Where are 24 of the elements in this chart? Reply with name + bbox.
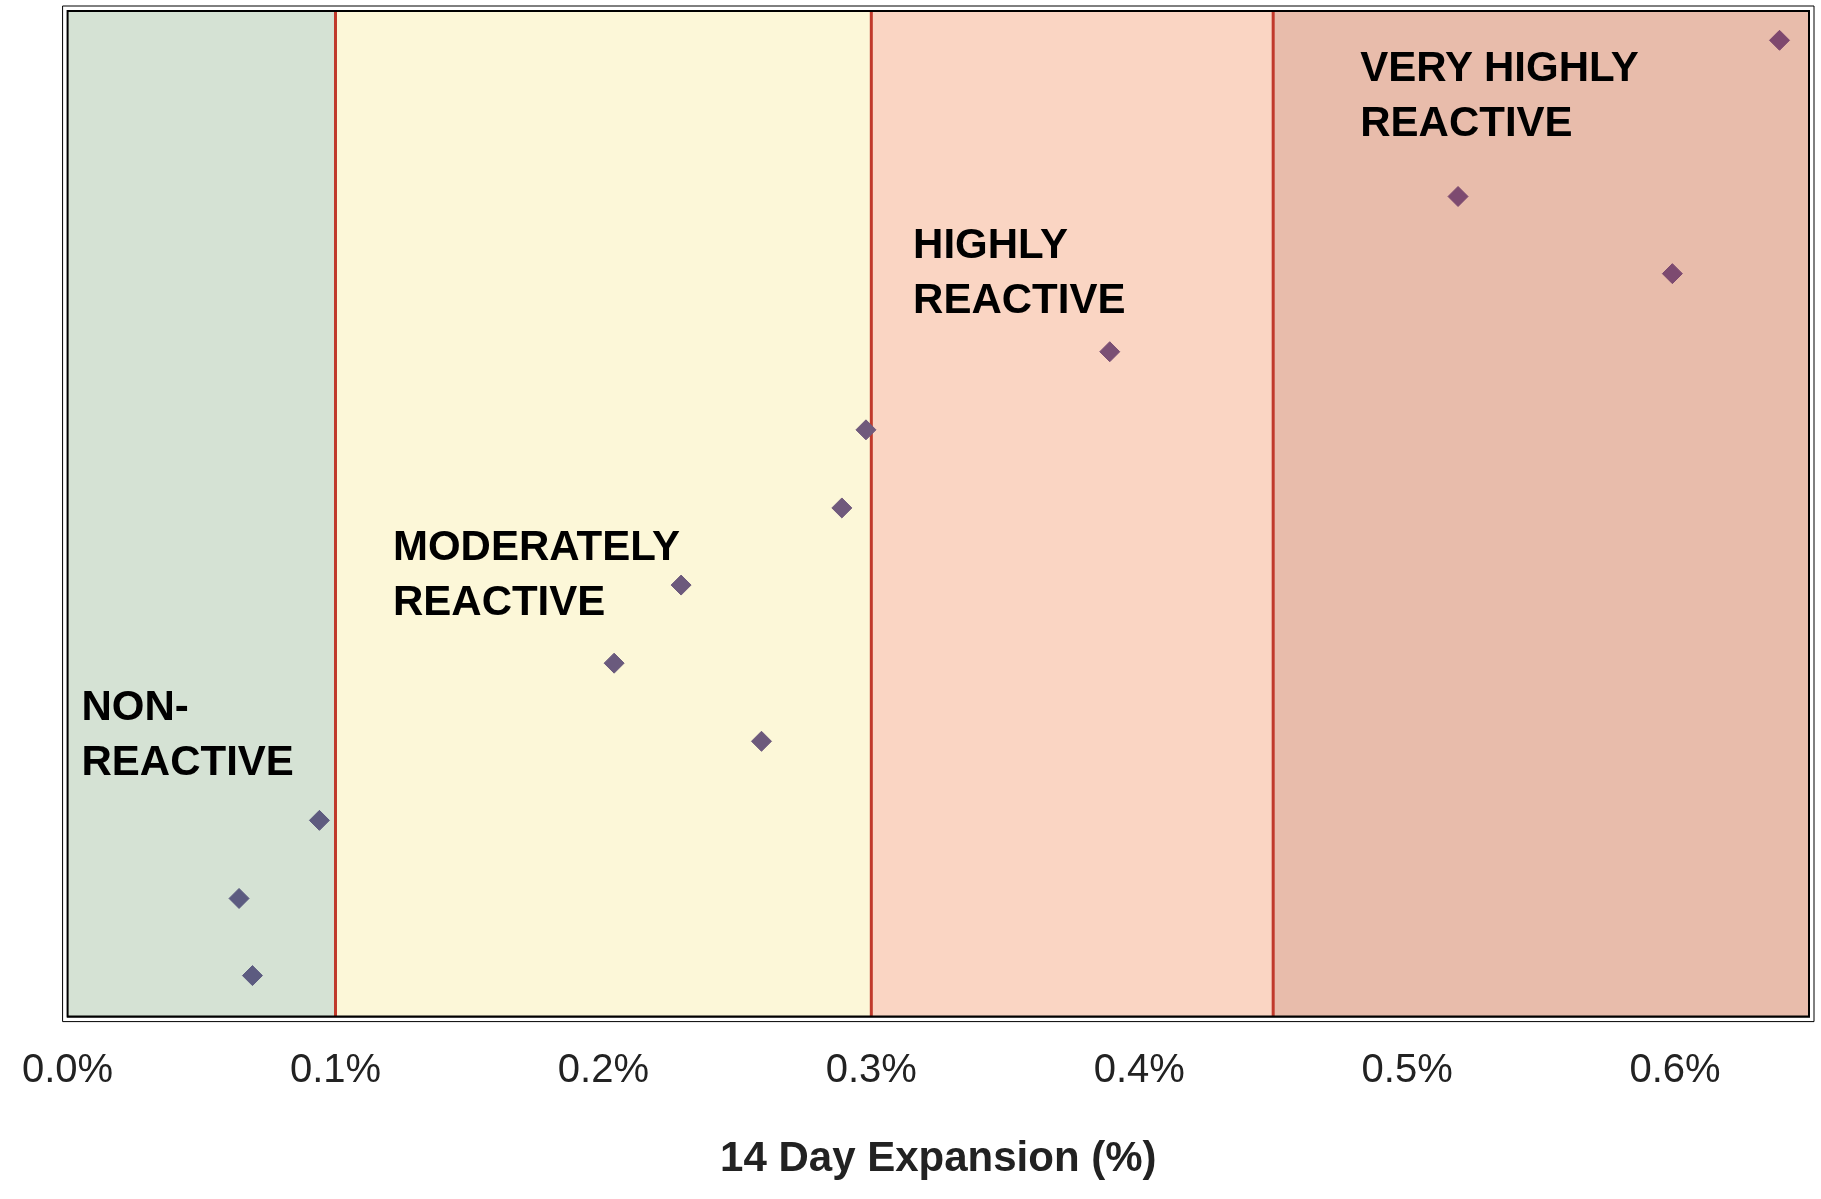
point (1099, 341, 1121, 363)
point (308, 809, 330, 831)
point (855, 419, 877, 441)
x-tick-label: 0.1% (289, 1045, 382, 1090)
point (1447, 186, 1469, 207)
x-axis-title: 14 Day Expansion (%) (720, 1133, 1157, 1181)
band-label: VERY HIGHLY REACTIVE (1360, 42, 1639, 145)
point (1769, 29, 1791, 51)
band-label: MODERATELY REACTIVE (392, 522, 680, 625)
x-tick-label: 0.6% (1629, 1045, 1721, 1090)
point (241, 965, 263, 987)
x-tick-label: 0.0% (22, 1045, 114, 1090)
point (750, 730, 772, 752)
point (831, 497, 853, 519)
x-tick-label: 0.4% (1093, 1045, 1185, 1090)
point (603, 652, 625, 674)
point (228, 887, 250, 909)
point (670, 574, 692, 596)
x-tick-label: 0.5% (1361, 1045, 1453, 1090)
point (1661, 263, 1683, 285)
band-label: HIGHLY REACTIVE (913, 219, 1126, 322)
band-label: NON-REACTIVE (81, 682, 294, 785)
x-tick-label: 0.3% (825, 1045, 917, 1090)
x-tick-label: 0.2% (557, 1045, 649, 1090)
